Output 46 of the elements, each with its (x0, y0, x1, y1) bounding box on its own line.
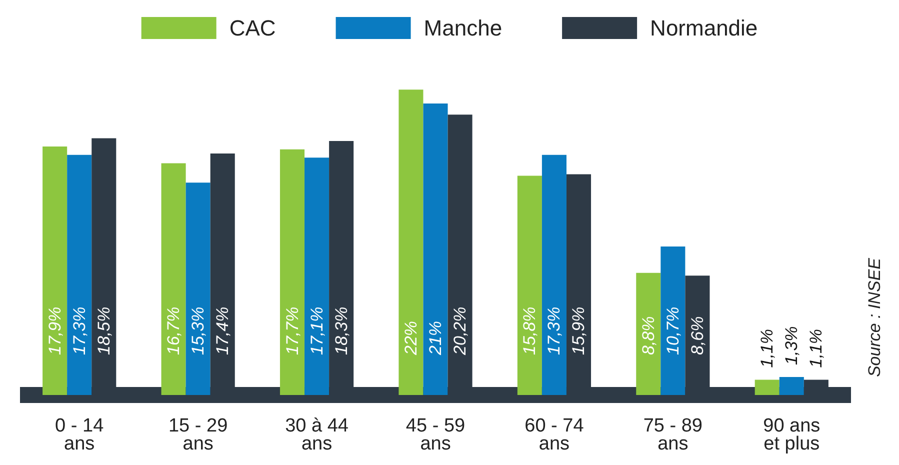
x-tick-label: 75 - 89 ans (643, 416, 703, 454)
x-tick-label: 90 ans et plus (763, 416, 820, 454)
data-label: 8,6% (688, 316, 707, 355)
data-label: 21% (426, 320, 445, 356)
x-tick-label: 15 - 29 ans (168, 416, 228, 454)
x-tick-label: 60 - 74 ans (524, 416, 584, 454)
data-label: 15,8% (520, 306, 540, 355)
data-label: 1,1% (806, 328, 826, 368)
data-label: 17,7% (282, 306, 302, 355)
data-label: 15,9% (569, 306, 588, 355)
data-label: 17,9% (45, 306, 64, 355)
x-tick-label: 0 - 14 ans (55, 416, 104, 454)
bar (517, 176, 542, 395)
data-label: 17,3% (544, 306, 564, 355)
bar (161, 163, 186, 395)
bar (754, 380, 780, 395)
bar (304, 158, 330, 395)
data-label: 17,3% (70, 306, 89, 355)
bar (636, 272, 661, 395)
source-note: Source : INSEE (865, 257, 884, 378)
bar (280, 149, 305, 395)
bar (398, 90, 424, 395)
data-label: 20,2% (450, 306, 470, 356)
bar (779, 376, 804, 395)
data-label: 1,3% (782, 326, 802, 365)
data-label: 17,4% (213, 306, 232, 355)
data-label: 17,1% (307, 306, 326, 355)
legend-label: Manche (424, 16, 502, 40)
bar (423, 104, 448, 395)
data-label: 1,1% (758, 328, 777, 368)
data-label: 10,7% (663, 306, 682, 355)
bar (42, 146, 68, 395)
data-label: 16,7% (164, 306, 184, 355)
bar (186, 182, 210, 395)
bar (67, 154, 92, 395)
x-tick-label: 45 - 59 ans (406, 416, 466, 454)
x-tick-label: 30 à 44 ans (285, 416, 349, 454)
legend-label: CAC (229, 16, 276, 40)
data-label: 18,5% (94, 306, 114, 355)
data-label: 18,3% (332, 306, 351, 355)
data-label: 22% (401, 320, 420, 356)
data-label: 15,3% (188, 306, 208, 355)
bar (660, 246, 686, 395)
data-label: 8,8% (638, 316, 658, 355)
bar (542, 154, 566, 395)
legend-label: Normandie (650, 16, 758, 40)
